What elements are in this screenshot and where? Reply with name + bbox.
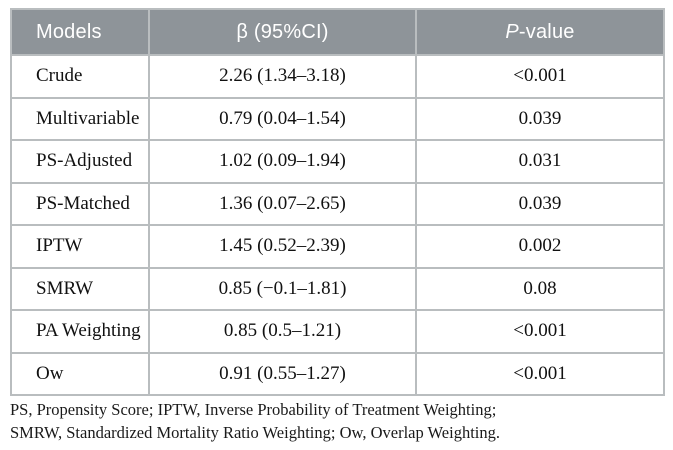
footnote-line-1: PS, Propensity Score; IPTW, Inverse Prob… (10, 400, 497, 419)
table-row: IPTW 1.45 (0.52–2.39) 0.002 (10, 224, 665, 269)
beta-ci-value: 0.85 (0.5–1.21) (148, 309, 417, 354)
table-row: SMRW 0.85 (−0.1–1.81) 0.08 (10, 266, 665, 311)
model-name: Crude (10, 54, 150, 99)
p-value: <0.001 (415, 309, 665, 354)
table-row: Crude 2.26 (1.34–3.18) <0.001 (10, 54, 665, 99)
column-header-models: Models (10, 8, 150, 56)
p-value: 0.039 (415, 181, 665, 226)
models-statistics-table: Models β (95%CI) P-value Crude 2.26 (1.3… (10, 8, 665, 396)
p-value: 0.08 (415, 266, 665, 311)
beta-ci-value: 1.02 (0.09–1.94) (148, 139, 417, 184)
table-row: Multivariable 0.79 (0.04–1.54) 0.039 (10, 96, 665, 141)
beta-ci-value: 2.26 (1.34–3.18) (148, 54, 417, 99)
model-name: PS-Matched (10, 181, 150, 226)
table-row: PA Weighting 0.85 (0.5–1.21) <0.001 (10, 309, 665, 354)
model-name: SMRW (10, 266, 150, 311)
p-value: 0.031 (415, 139, 665, 184)
model-name: PS-Adjusted (10, 139, 150, 184)
beta-ci-value: 0.91 (0.55–1.27) (148, 351, 417, 396)
model-name: IPTW (10, 224, 150, 269)
beta-ci-value: 1.36 (0.07–2.65) (148, 181, 417, 226)
model-name: Ow (10, 351, 150, 396)
p-value: <0.001 (415, 54, 665, 99)
model-name: Multivariable (10, 96, 150, 141)
column-header-beta-ci: β (95%CI) (148, 8, 417, 56)
table-row: PS-Adjusted 1.02 (0.09–1.94) 0.031 (10, 139, 665, 184)
column-header-p-value: P-value (415, 8, 665, 56)
table-row: Ow 0.91 (0.55–1.27) <0.001 (10, 351, 665, 396)
p-value-italic-p: P (505, 20, 519, 43)
p-value: <0.001 (415, 351, 665, 396)
table-row: PS-Matched 1.36 (0.07–2.65) 0.039 (10, 181, 665, 226)
table-header-row: Models β (95%CI) P-value (10, 8, 665, 56)
table-footnote: PS, Propensity Score; IPTW, Inverse Prob… (10, 398, 670, 444)
beta-ci-value: 0.85 (−0.1–1.81) (148, 266, 417, 311)
footnote-line-2: SMRW, Standardized Mortality Ratio Weigh… (10, 423, 501, 442)
model-name: PA Weighting (10, 309, 150, 354)
beta-ci-value: 0.79 (0.04–1.54) (148, 96, 417, 141)
p-value-rest: -value (518, 20, 575, 43)
p-value: 0.002 (415, 224, 665, 269)
beta-ci-value: 1.45 (0.52–2.39) (148, 224, 417, 269)
p-value: 0.039 (415, 96, 665, 141)
